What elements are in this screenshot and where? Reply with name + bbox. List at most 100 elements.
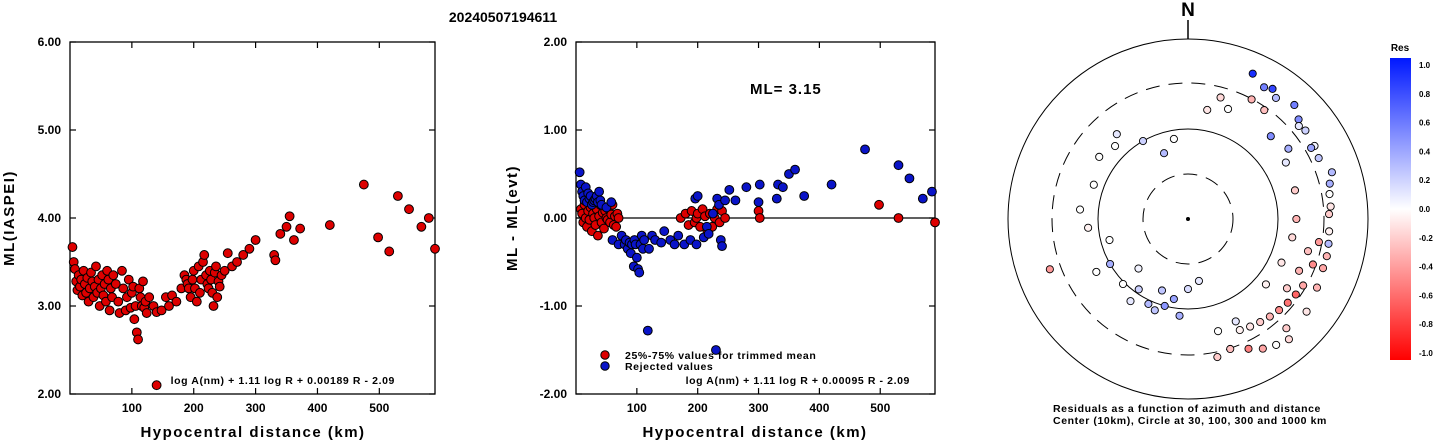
data-point <box>211 261 221 272</box>
station-point <box>1159 149 1169 158</box>
data-point <box>730 195 741 206</box>
colorbar-tick-label: -1.0 <box>1419 349 1433 358</box>
data-point <box>611 221 622 232</box>
station-point <box>1160 301 1169 310</box>
data-point <box>284 211 295 222</box>
data-point <box>270 255 281 266</box>
data-point <box>777 182 788 193</box>
station-point <box>1106 259 1115 269</box>
station-point <box>1194 276 1203 286</box>
left-points <box>67 179 440 391</box>
y-tick-label: 1.00 <box>544 123 568 137</box>
epicenter-marker <box>1186 217 1190 221</box>
station-point <box>1326 202 1335 211</box>
station-point <box>1216 93 1225 102</box>
data-point <box>212 292 223 303</box>
data-point <box>373 232 383 243</box>
colorbar-tick-label: 1.0 <box>1419 61 1431 70</box>
data-point <box>113 296 124 307</box>
data-point <box>904 173 915 184</box>
data-point <box>711 345 721 355</box>
x-tick-label: 500 <box>870 401 890 415</box>
station-point <box>1226 344 1235 354</box>
station-point <box>1290 186 1300 195</box>
station-point <box>1314 154 1323 163</box>
station-point <box>1261 280 1270 289</box>
data-point <box>893 213 904 223</box>
station-point <box>1089 180 1098 189</box>
left-ylabel: ML(IASPEI) <box>1 170 18 266</box>
data-point <box>644 243 654 254</box>
data-point <box>634 267 645 278</box>
data-point <box>826 179 837 190</box>
station-point <box>1295 266 1304 275</box>
station-point <box>1322 252 1331 261</box>
data-point <box>893 160 904 171</box>
data-point <box>289 235 299 245</box>
station-point <box>1288 233 1297 242</box>
data-point <box>642 325 653 336</box>
station-point <box>1248 69 1257 78</box>
legend-accepted-label: 25%-75% values for trimmed mean <box>625 350 816 362</box>
station-point <box>1235 326 1244 335</box>
polar-points <box>1045 69 1336 362</box>
data-point <box>720 213 730 223</box>
data-point <box>754 179 765 190</box>
middle-y-ticks: -2.00 -1.00 0.00 1.00 2.00 <box>540 35 935 401</box>
data-point <box>631 252 642 263</box>
data-point <box>606 197 617 208</box>
data-point <box>669 239 680 250</box>
station-point <box>1095 152 1104 161</box>
y-tick-label: 4.00 <box>38 211 62 225</box>
y-tick-label: 3.00 <box>38 299 62 313</box>
data-point <box>724 184 735 195</box>
data-point <box>214 281 225 292</box>
station-point <box>1266 132 1275 141</box>
station-point <box>1084 223 1093 232</box>
data-point <box>250 235 261 245</box>
left-y-ticks: 2.00 3.00 4.00 5.00 6.00 <box>38 35 435 401</box>
data-point <box>691 239 702 250</box>
data-point <box>164 301 174 311</box>
x-tick-label: 400 <box>307 401 327 415</box>
left-plot-area <box>69 41 436 395</box>
data-point <box>720 195 730 206</box>
station-point <box>1213 327 1223 336</box>
data-point <box>138 276 148 287</box>
station-point <box>1169 134 1178 144</box>
station-point <box>1291 290 1300 299</box>
colorbar-tick-label: 0.2 <box>1419 176 1431 185</box>
data-point <box>187 274 198 285</box>
data-point <box>117 265 127 276</box>
ring-30km <box>1142 173 1234 265</box>
data-point <box>222 248 233 259</box>
x-tick-label: 100 <box>627 401 647 415</box>
middle-ylabel: ML - ML(evt) <box>504 165 521 271</box>
polar-panel: N Residuals as a function of azimuth and… <box>1007 0 1369 427</box>
station-point <box>1271 93 1281 102</box>
data-point <box>144 292 155 303</box>
station-point <box>1277 258 1286 267</box>
data-point <box>118 283 129 294</box>
station-point <box>1307 143 1316 152</box>
data-point <box>799 191 810 201</box>
data-point <box>191 296 202 307</box>
colorbar-gradient <box>1390 58 1411 360</box>
y-tick-label: -1.00 <box>540 299 568 313</box>
x-tick-label: 400 <box>809 401 829 415</box>
station-point <box>1223 104 1233 114</box>
x-tick-label: 100 <box>122 401 142 415</box>
left-formula: log A(nm) + 1.11 log R + 0.00189 R - 2.0… <box>171 375 395 387</box>
x-tick-label: 200 <box>688 401 708 415</box>
ring-100km <box>1097 128 1279 310</box>
x-tick-label: 300 <box>749 401 769 415</box>
station-point <box>1169 294 1178 304</box>
legend-rejected-label: Rejected values <box>625 361 713 373</box>
data-point <box>771 193 782 204</box>
data-point <box>593 230 603 241</box>
middle-xlabel: Hypocentral distance (km) <box>642 424 867 441</box>
data-point <box>430 243 440 254</box>
station-point <box>1213 353 1222 362</box>
data-point <box>404 204 414 215</box>
station-point <box>1175 311 1184 320</box>
